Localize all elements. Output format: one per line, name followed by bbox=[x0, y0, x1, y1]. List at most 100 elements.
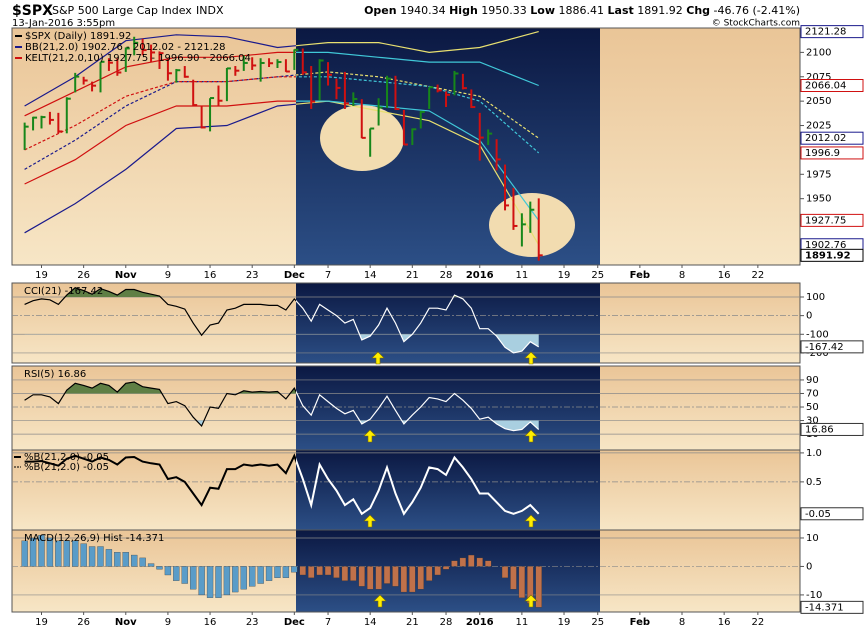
indicator-line bbox=[296, 294, 540, 354]
last-value-label: 1891.92 bbox=[805, 250, 851, 261]
x-tick-label: 16 bbox=[204, 270, 217, 281]
x-tick-label: 16 bbox=[718, 270, 731, 281]
legend-label: KELT(21,2.0,10) 1927.75 - 1996.90 - 2066… bbox=[25, 53, 251, 64]
quote-label: Open bbox=[364, 4, 397, 17]
legend-label: BB(21,2.0) 1902.76 - 2012.02 - 2121.28 bbox=[25, 42, 226, 53]
highlight-bg bbox=[296, 530, 600, 612]
x-tick-label: Dec bbox=[284, 617, 305, 628]
x-tick-label: 9 bbox=[165, 270, 171, 281]
x-tick-label: 11 bbox=[516, 270, 529, 281]
x-tick-label: 14 bbox=[364, 617, 377, 628]
histogram-bar bbox=[257, 566, 264, 584]
y-tick-label: -100 bbox=[806, 329, 829, 340]
band-line bbox=[296, 100, 540, 246]
histogram-bar bbox=[114, 552, 121, 567]
histogram-bar bbox=[299, 566, 306, 576]
histogram-bar bbox=[88, 546, 96, 567]
y-tick-label: 0 bbox=[806, 561, 812, 572]
last-value-label: 1902.76 bbox=[805, 240, 846, 251]
indicator-line bbox=[296, 390, 540, 432]
histogram-bar bbox=[417, 566, 424, 590]
histogram-bar bbox=[139, 557, 146, 567]
histogram-bar bbox=[476, 557, 483, 567]
last-value-label: -14.371 bbox=[805, 602, 844, 613]
histogram-bar bbox=[190, 566, 197, 590]
x-tick-label: 19 bbox=[558, 617, 571, 628]
histogram-bar bbox=[409, 566, 416, 593]
last-value-box bbox=[800, 146, 864, 160]
x-tick-label: 11 bbox=[516, 617, 529, 628]
histogram-bar bbox=[518, 566, 526, 598]
histogram-bar bbox=[459, 557, 467, 567]
x-tick-label: 23 bbox=[246, 270, 259, 281]
x-tick-label: Dec bbox=[284, 270, 305, 281]
arrow bbox=[373, 594, 387, 608]
histogram-bar bbox=[383, 566, 391, 584]
quote-value: -46.76 (-2.41%) bbox=[714, 4, 800, 17]
histogram-bar bbox=[198, 566, 205, 596]
histogram-bar bbox=[341, 566, 349, 581]
last-value-box bbox=[800, 340, 864, 354]
histogram-bar bbox=[375, 566, 382, 590]
histogram-bar bbox=[105, 549, 113, 567]
band-line bbox=[296, 71, 540, 139]
highlight-ellipse bbox=[489, 193, 575, 257]
histogram-bar bbox=[333, 566, 340, 578]
legend-label: $SPX (Daily) 1891.92 bbox=[25, 31, 131, 42]
x-tick-label: 8 bbox=[679, 617, 685, 628]
last-value-box bbox=[800, 507, 864, 521]
histogram-bar bbox=[38, 534, 45, 567]
credit: © StockCharts.com bbox=[712, 19, 800, 29]
histogram-bar bbox=[350, 566, 357, 581]
x-tick-label: 25 bbox=[591, 270, 604, 281]
arrow bbox=[363, 514, 377, 528]
last-value-box bbox=[800, 79, 864, 93]
x-tick-label: 8 bbox=[679, 270, 685, 281]
panel-border bbox=[11, 529, 801, 613]
highlight-bg bbox=[296, 366, 600, 450]
x-tick-label: 22 bbox=[751, 270, 764, 281]
x-tick-label: 19 bbox=[35, 617, 48, 628]
symbol-name: S&P 500 Large Cap Index bbox=[52, 4, 192, 17]
histogram-bar bbox=[400, 566, 408, 593]
panel-title: MACD(12,26,9) Hist -14.371 bbox=[24, 533, 164, 544]
last-value-label: 2066.04 bbox=[805, 81, 846, 92]
x-tick-label: 22 bbox=[751, 617, 764, 628]
histogram-bar bbox=[72, 540, 79, 567]
histogram-bar bbox=[501, 566, 509, 578]
legend-label: %B(21,2.0) -0.05 bbox=[24, 462, 109, 473]
x-tick-label: Feb bbox=[630, 270, 650, 281]
arrows bbox=[363, 351, 538, 608]
histogram-bar bbox=[426, 566, 433, 581]
x-tick-label: 14 bbox=[364, 270, 377, 281]
quote-label: Chg bbox=[686, 4, 710, 17]
histogram-bar bbox=[535, 566, 542, 608]
y-tick-label: -10 bbox=[806, 590, 822, 601]
last-value-box bbox=[800, 213, 864, 227]
histogram-bar bbox=[46, 537, 54, 567]
arrow bbox=[524, 514, 538, 528]
x-tick-label: 25 bbox=[591, 617, 604, 628]
x-tick-label: 23 bbox=[246, 617, 259, 628]
x-tick-label: 7 bbox=[325, 270, 331, 281]
quote-label: Last bbox=[608, 4, 634, 17]
highlight-bg bbox=[296, 283, 600, 363]
last-value-label: 1996.9 bbox=[805, 148, 840, 159]
last-value-label: 1927.75 bbox=[805, 215, 846, 226]
last-value-label: 16.86 bbox=[805, 424, 834, 435]
last-value-label: -0.05 bbox=[805, 509, 831, 520]
histogram-bar bbox=[29, 537, 37, 567]
last-value-label: 2121.28 bbox=[805, 27, 846, 38]
x-tick-label: Nov bbox=[115, 270, 137, 281]
arrow bbox=[524, 594, 538, 608]
histogram-bar bbox=[63, 540, 70, 567]
band-line bbox=[24, 76, 540, 154]
y-tick-label: 90 bbox=[806, 375, 819, 386]
last-value-label: 2012.02 bbox=[805, 133, 846, 144]
y-tick-label: -200 bbox=[806, 348, 829, 359]
symbol: $SPX bbox=[12, 3, 53, 19]
x-tick-label: 28 bbox=[440, 617, 453, 628]
last-value-label: -167.42 bbox=[805, 342, 844, 353]
